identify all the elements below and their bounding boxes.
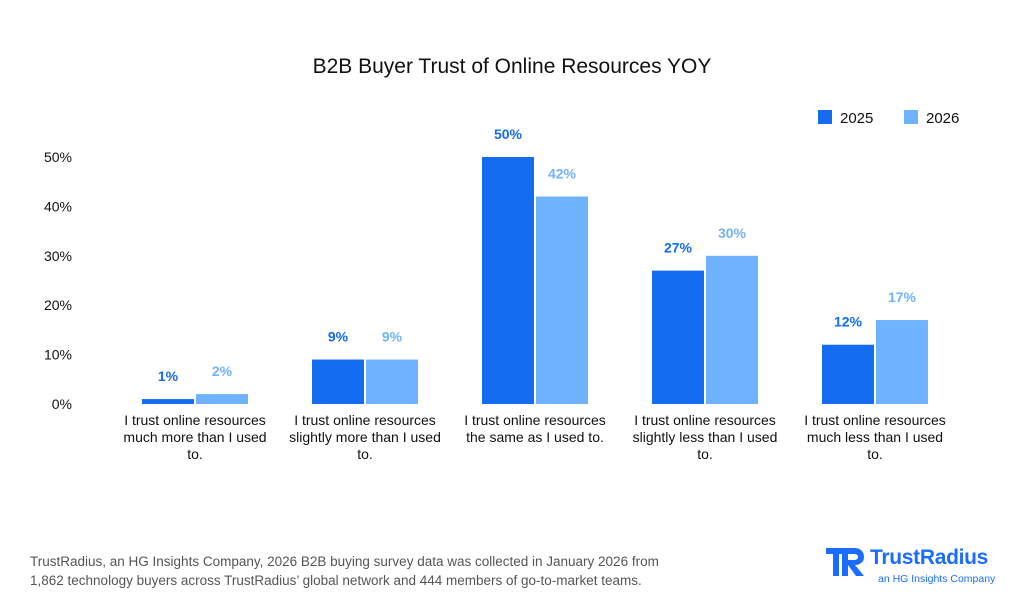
- bar-2025-2: [312, 359, 364, 404]
- y-tick-label: 40%: [44, 198, 72, 214]
- bar-2026-3: [536, 196, 588, 404]
- category-label-5: I trust online resources much less than I…: [804, 412, 946, 462]
- data-label-2026-4: 30%: [718, 225, 747, 241]
- data-label-2025-2: 9%: [328, 329, 349, 345]
- legend: 2025 2026: [818, 110, 959, 127]
- y-tick-label: 10%: [44, 347, 72, 363]
- legend-label-2025: 2025: [840, 110, 873, 127]
- y-tick-label: 30%: [44, 248, 72, 264]
- footnote: TrustRadius, an HG Insights Company, 202…: [30, 552, 710, 590]
- bar-2026-5: [876, 320, 928, 404]
- bar-2025-3: [482, 157, 534, 404]
- category-label-3: I trust online resources the same as I us…: [464, 412, 606, 445]
- footnote-line-1: TrustRadius, an HG Insights Company, 202…: [30, 554, 659, 569]
- data-label-2025-4: 27%: [664, 240, 693, 256]
- data-label-2026-2: 9%: [382, 329, 403, 345]
- chart-title: B2B Buyer Trust of Online Resources YOY: [313, 55, 712, 78]
- y-axis: 0% 10% 20% 30% 40% 50%: [44, 149, 72, 412]
- category-label-2: I trust online resources slightly more th…: [289, 412, 441, 462]
- data-label-2026-1: 2%: [212, 363, 233, 379]
- data-label-2026-3: 42%: [548, 166, 577, 182]
- bar-2025-5: [822, 344, 874, 404]
- logo-tagline: an HG Insights Company: [878, 573, 996, 585]
- data-label-2026-5: 17%: [888, 289, 917, 305]
- bar-2025-1: [142, 399, 194, 404]
- data-labels: 1% 2% 9% 9% 50% 42% 27% 30% 12% 17%: [158, 126, 917, 384]
- logo-name: TrustRadius: [870, 546, 989, 569]
- bar-2025-4: [652, 270, 704, 404]
- category-labels: I trust online resources much more than I…: [123, 412, 945, 462]
- category-label-1: I trust online resources much more than I…: [123, 412, 266, 462]
- bar-2026-1: [196, 394, 248, 404]
- legend-swatch-2026: [904, 110, 918, 124]
- data-label-2025-5: 12%: [834, 314, 863, 330]
- data-label-2025-3: 50%: [494, 126, 523, 142]
- bar-chart: B2B Buyer Trust of Online Resources YOY …: [44, 55, 959, 462]
- y-tick-label: 0%: [52, 396, 72, 412]
- y-tick-label: 50%: [44, 149, 72, 165]
- bar-2026-4: [706, 255, 758, 404]
- legend-label-2026: 2026: [926, 110, 959, 127]
- bar-2026-2: [366, 359, 418, 404]
- footnote-line-2: 1,862 technology buyers across TrustRadi…: [30, 573, 642, 588]
- category-label-4: I trust online resources slightly less th…: [633, 412, 778, 462]
- y-tick-label: 20%: [44, 297, 72, 313]
- data-label-2025-1: 1%: [158, 368, 179, 384]
- trustradius-logo: TrustRadius an HG Insights Company: [824, 544, 1004, 588]
- bars: [142, 157, 928, 404]
- legend-swatch-2025: [818, 110, 832, 124]
- trustradius-logo-mark-icon: [826, 548, 864, 576]
